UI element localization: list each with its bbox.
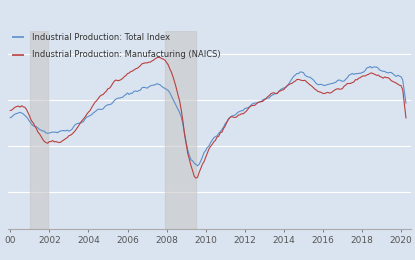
Text: Industrial Production: Manufacturing (NAICS): Industrial Production: Manufacturing (NA… xyxy=(32,50,221,60)
Text: Industrial Production: Total Index: Industrial Production: Total Index xyxy=(32,32,171,42)
Bar xyxy=(30,31,48,229)
Bar xyxy=(165,31,196,229)
